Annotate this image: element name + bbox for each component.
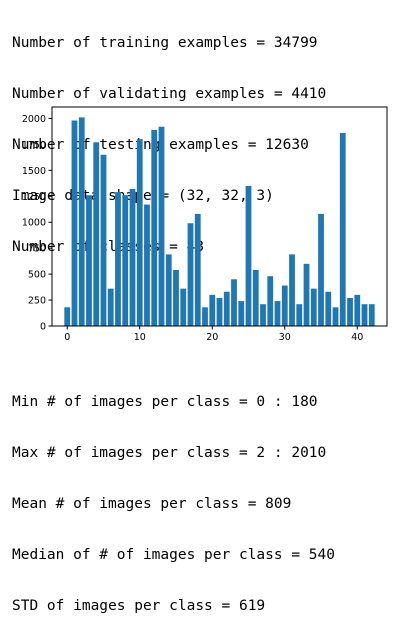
bar-class-28 bbox=[267, 276, 274, 326]
bar-class-7 bbox=[115, 192, 121, 326]
std-images-line: STD of images per class = 619 bbox=[12, 598, 266, 614]
x-tick-label: 30 bbox=[279, 332, 291, 343]
y-tick-label: 750 bbox=[28, 244, 46, 255]
bar-class-34 bbox=[310, 288, 317, 326]
bar-class-21 bbox=[216, 297, 223, 326]
x-tick-label: 10 bbox=[134, 332, 146, 343]
x-tick-label: 40 bbox=[351, 332, 363, 343]
bar-class-9 bbox=[129, 188, 136, 326]
bar-class-11 bbox=[144, 204, 150, 326]
bar-class-10 bbox=[136, 139, 143, 326]
bar-class-24 bbox=[238, 301, 245, 326]
bar-class-31 bbox=[289, 254, 295, 326]
bar-class-37 bbox=[332, 307, 339, 326]
bar-class-1 bbox=[71, 120, 78, 326]
y-tick-label: 0 bbox=[40, 322, 46, 333]
testing-count-line: Number of testing examples = 12630 bbox=[12, 137, 309, 153]
bar-class-2 bbox=[78, 117, 85, 326]
bar-class-32 bbox=[296, 304, 303, 326]
x-tick-label: 0 bbox=[64, 332, 70, 343]
bar-class-18 bbox=[194, 213, 201, 326]
bar-class-16 bbox=[180, 288, 187, 326]
median-images-line: Median of # of images per class = 540 bbox=[12, 547, 336, 563]
bar-class-29 bbox=[274, 301, 281, 326]
bar-class-25 bbox=[245, 185, 252, 326]
bar-class-12 bbox=[151, 129, 158, 326]
bar-class-3 bbox=[86, 195, 92, 326]
bar-class-27 bbox=[260, 304, 266, 326]
bar-class-4 bbox=[93, 142, 100, 326]
y-tick-label: 1500 bbox=[22, 166, 46, 177]
max-images-line: Max # of images per class = 2 : 2010 bbox=[12, 445, 327, 461]
bar-class-5 bbox=[100, 154, 107, 326]
x-tick-label: 20 bbox=[206, 332, 218, 343]
bar-class-19 bbox=[202, 307, 208, 326]
bar-class-20 bbox=[209, 294, 216, 326]
bar-class-26 bbox=[252, 269, 259, 326]
bar-class-38 bbox=[339, 132, 346, 326]
bar-class-40 bbox=[354, 294, 361, 326]
class-statistics: Min # of images per class = 0 : 180 Max … bbox=[12, 360, 335, 632]
class-distribution-chart: 0 250 500 750 1000 1250 1500 1750 2000 0 10 20 30 40 bbox=[22, 106, 388, 343]
training-count-line: Number of training examples = 34799 bbox=[12, 35, 318, 51]
bar-class-41 bbox=[361, 304, 368, 326]
bar-class-35 bbox=[318, 213, 324, 326]
bar-class-30 bbox=[281, 285, 288, 326]
bar-class-13 bbox=[158, 126, 165, 326]
plot-frame bbox=[51, 106, 388, 327]
bar-class-33 bbox=[303, 263, 310, 326]
x-axis: 0 10 20 30 40 bbox=[64, 326, 363, 343]
bar-class-17 bbox=[187, 223, 194, 326]
bar-class-36 bbox=[325, 291, 332, 326]
bar-class-22 bbox=[223, 291, 230, 326]
min-images-line: Min # of images per class = 0 : 180 bbox=[12, 394, 318, 410]
bar-class-8 bbox=[122, 195, 129, 326]
y-tick-label: 1250 bbox=[22, 192, 46, 203]
mean-images-line: Mean # of images per class = 809 bbox=[12, 496, 292, 512]
bar-class-14 bbox=[165, 254, 172, 326]
y-axis: 0 250 500 750 1000 1250 1500 1750 2000 bbox=[22, 114, 52, 333]
y-tick-label: 250 bbox=[28, 296, 46, 307]
y-tick-label: 2000 bbox=[22, 114, 46, 125]
bar-group bbox=[64, 117, 375, 326]
bar-class-15 bbox=[173, 269, 179, 326]
bar-class-39 bbox=[347, 297, 353, 326]
bar-class-6 bbox=[107, 288, 114, 326]
bar-class-42 bbox=[368, 304, 375, 326]
y-tick-label: 500 bbox=[28, 270, 46, 281]
bar-class-23 bbox=[231, 279, 237, 326]
y-tick-label: 1000 bbox=[22, 218, 46, 229]
validating-count-line: Number of validating examples = 4410 bbox=[12, 86, 327, 102]
y-tick-label: 1750 bbox=[22, 140, 46, 151]
bar-class-0 bbox=[64, 307, 71, 326]
